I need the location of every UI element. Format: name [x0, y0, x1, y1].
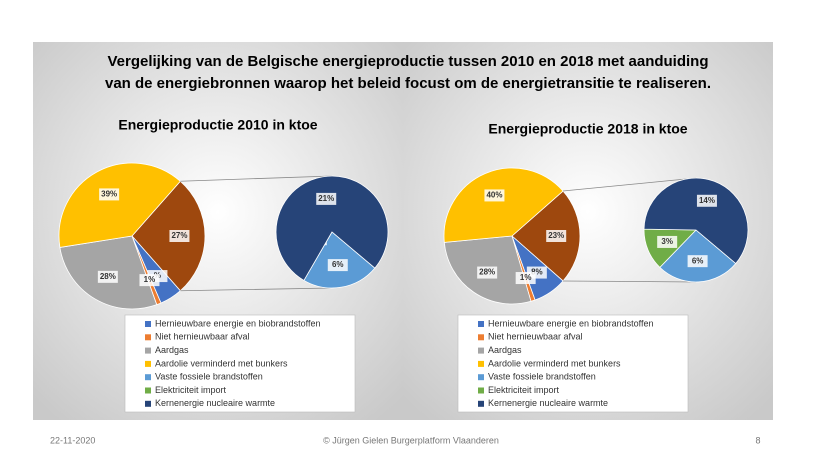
legend-swatch	[478, 321, 484, 327]
data-label-box	[316, 192, 337, 205]
data-label: 1%	[144, 275, 156, 284]
data-label: 8%	[531, 268, 543, 277]
legend-label: Niet hernieuwbaar afval	[155, 332, 250, 342]
data-label-box	[696, 194, 717, 207]
legend-swatch	[478, 387, 484, 394]
data-label: 27%	[171, 231, 187, 240]
pie-slice	[58, 162, 181, 248]
legend-label: Aardolie verminderd met bunkers	[155, 358, 288, 368]
data-label-box	[139, 274, 160, 287]
legend-label: Aardolie verminderd met bunkers	[488, 358, 621, 368]
data-label: 23%	[548, 231, 564, 240]
legend-label: Aardgas	[155, 345, 189, 355]
data-label-box	[327, 259, 348, 272]
legend-swatch	[478, 360, 484, 367]
legend-label: Hernieuwbare energie en biobrandstoffen	[155, 318, 320, 328]
legend-swatch	[145, 387, 151, 394]
pie-slice	[511, 190, 581, 282]
legend-swatch	[145, 360, 151, 367]
legend-swatch	[145, 347, 151, 354]
pie-slice	[275, 175, 389, 281]
connector-line	[562, 177, 697, 192]
data-label: 39%	[101, 190, 117, 199]
legend-swatch	[145, 374, 151, 381]
legend-swatch	[478, 400, 484, 407]
data-label: 28%	[100, 272, 116, 281]
chart-title: Energieproductie 2018 in ktoe	[488, 121, 687, 137]
data-label-box	[687, 255, 708, 268]
data-label-box	[484, 189, 505, 202]
legend-label: Vaste fossiele brandstoffen	[488, 372, 596, 382]
legend-swatch	[478, 334, 484, 341]
data-label: 28%	[479, 268, 495, 277]
footer-date: 22-11-2020	[50, 435, 95, 445]
connector-line	[563, 280, 697, 283]
legend-swatch	[145, 334, 151, 341]
data-label: 6%	[332, 260, 344, 269]
legend-swatch	[145, 321, 151, 327]
connector-line	[180, 287, 333, 292]
data-label: 14%	[699, 196, 715, 205]
data-label: 3%	[661, 237, 673, 246]
pie-slice	[131, 180, 206, 292]
slide-title: van de energiebronnen waarop het beleid …	[105, 75, 711, 92]
data-label-box	[169, 230, 190, 242]
data-label: 6%	[692, 256, 704, 265]
data-label-box	[657, 235, 678, 248]
legend-label: Elektriciteit import	[155, 385, 227, 395]
footer-credit: © Jürgen Gielen Burgerplatform Vlaandere…	[323, 435, 499, 445]
legend-label: Niet hernieuwbaar afval	[488, 332, 583, 342]
legend-box	[457, 314, 689, 413]
legend-label: Aardgas	[488, 345, 522, 355]
footer-page: 8	[755, 435, 760, 445]
legend-swatch	[478, 374, 484, 381]
data-label-box	[99, 188, 120, 201]
chart-title: Energieproductie 2010 in ktoe	[118, 117, 317, 133]
legend-box	[124, 314, 356, 413]
data-label-box	[515, 272, 536, 285]
data-label: 1%	[520, 273, 532, 282]
legend-swatch	[478, 347, 484, 354]
data-label-box	[97, 270, 118, 283]
data-label-box	[546, 230, 567, 242]
slide-title: Vergelijking van de Belgische energiepro…	[107, 53, 708, 70]
pie-slice	[643, 177, 749, 265]
legend-label: Kernenergie nucleaire warmte	[488, 398, 608, 408]
legend-swatch	[145, 400, 151, 407]
pie-slice	[443, 167, 564, 243]
connector-line	[180, 175, 333, 182]
data-label: 40%	[486, 191, 502, 200]
data-label-box	[477, 266, 498, 279]
legend-label: Vaste fossiele brandstoffen	[155, 372, 263, 382]
legend-label: Elektriciteit import	[488, 385, 560, 395]
data-label: 21%	[318, 194, 334, 203]
legend-label: Kernenergie nucleaire warmte	[155, 398, 275, 408]
legend-label: Hernieuwbare energie en biobrandstoffen	[488, 318, 653, 328]
